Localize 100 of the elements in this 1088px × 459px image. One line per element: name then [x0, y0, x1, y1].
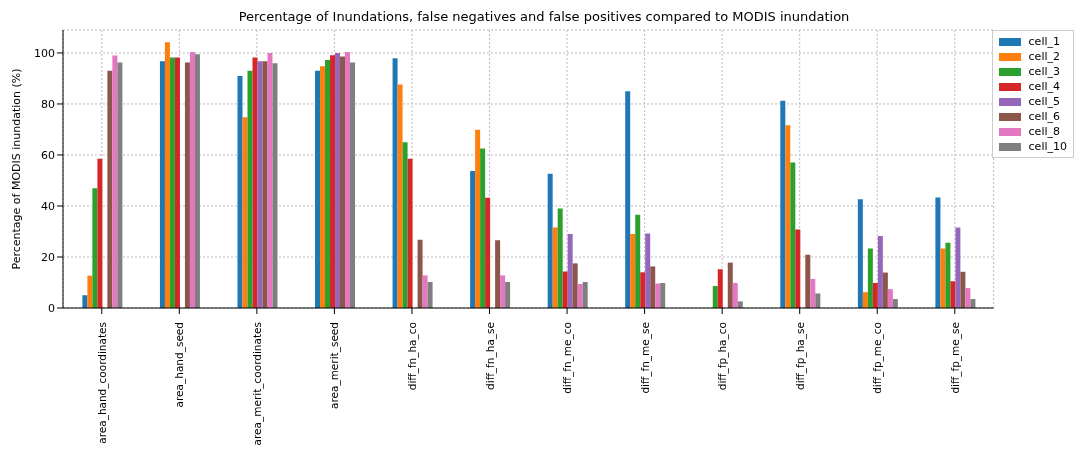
bar	[640, 272, 646, 308]
bar	[815, 293, 821, 308]
bar	[417, 239, 423, 308]
bar	[727, 262, 733, 308]
bar	[242, 117, 248, 308]
bar	[552, 227, 558, 308]
bar	[112, 55, 118, 308]
bar	[965, 288, 971, 308]
bar	[567, 234, 573, 308]
legend-label: cell_1	[1028, 35, 1060, 48]
bar	[117, 62, 123, 308]
legend-label: cell_2	[1028, 50, 1060, 63]
legend-label: cell_8	[1028, 125, 1060, 138]
bar	[712, 286, 718, 308]
x-tick-label: diff_fn_ha_se	[483, 322, 497, 390]
bar	[262, 61, 268, 308]
bar	[320, 66, 326, 308]
bar	[237, 75, 243, 308]
bar	[475, 129, 481, 308]
bar	[955, 227, 961, 308]
bar	[577, 284, 583, 308]
bar	[345, 51, 351, 308]
bar	[272, 63, 278, 308]
bar	[960, 271, 966, 308]
y-tick-label: 40	[41, 199, 55, 213]
x-tick-label: diff_fp_ha_co	[716, 322, 730, 391]
bar	[732, 283, 738, 308]
bar	[650, 266, 656, 308]
y-tick-label: 100	[34, 46, 55, 60]
bar	[169, 57, 175, 308]
bar	[572, 263, 578, 308]
bar	[189, 51, 195, 308]
bar	[159, 61, 165, 308]
bar	[582, 281, 588, 308]
x-tick-label: diff_fp_ha_se	[793, 322, 807, 390]
bar	[625, 91, 631, 308]
bar	[790, 162, 796, 308]
legend-label: cell_6	[1028, 110, 1060, 123]
bar	[257, 61, 263, 308]
bar	[470, 171, 476, 308]
bar	[547, 173, 553, 308]
bar	[635, 214, 641, 308]
bar	[164, 42, 170, 308]
bar	[392, 58, 398, 308]
bar	[330, 55, 336, 308]
bar	[325, 60, 331, 308]
legend-label: cell_10	[1028, 140, 1067, 153]
bar	[505, 281, 511, 308]
bar	[485, 197, 491, 308]
x-tick-label: diff_fp_me_se	[948, 322, 962, 394]
x-tick-label: area_merit_seed	[328, 322, 342, 410]
bar	[247, 70, 253, 308]
bar	[495, 240, 501, 308]
bar	[780, 100, 786, 308]
x-tick-label: area_hand_coordinates	[95, 322, 109, 444]
bar	[945, 242, 951, 308]
bar	[350, 62, 356, 308]
bar	[795, 229, 801, 308]
bar	[397, 84, 403, 308]
bar	[867, 248, 873, 308]
bar	[785, 125, 791, 308]
x-tick-label: diff_fp_me_co	[871, 322, 885, 394]
bar	[407, 158, 413, 308]
bar	[480, 148, 486, 308]
bar	[427, 281, 433, 308]
legend-label: cell_4	[1028, 80, 1060, 93]
y-tick-label: 80	[41, 97, 55, 111]
y-axis-title: Percentage of MODIS inundation (%)	[9, 68, 23, 270]
bar	[940, 248, 946, 308]
y-tick-label: 60	[41, 148, 55, 162]
bar	[315, 70, 321, 308]
bar	[107, 70, 113, 308]
bar	[717, 269, 723, 308]
bar	[252, 57, 258, 308]
legend-label: cell_5	[1028, 95, 1060, 108]
bar	[660, 283, 666, 308]
bar	[174, 57, 180, 308]
y-tick-label: 20	[41, 250, 55, 264]
bar	[267, 52, 273, 308]
bar	[872, 283, 878, 308]
x-tick-label: area_merit_coordinates	[250, 322, 264, 446]
bar	[500, 275, 506, 308]
bar	[882, 272, 888, 308]
bar	[82, 295, 88, 308]
bar	[184, 62, 190, 308]
bar	[857, 199, 863, 308]
bar	[340, 56, 346, 308]
bar	[97, 158, 103, 308]
y-tick-label: 0	[48, 301, 55, 315]
bar	[950, 281, 956, 308]
bar	[877, 236, 883, 308]
bar	[92, 188, 98, 308]
bar	[194, 54, 200, 308]
bar	[737, 301, 743, 308]
x-tick-label: diff_fn_me_se	[638, 322, 652, 394]
bar	[422, 275, 428, 308]
chart-title: Percentage of Inundations, false negatives and false positives compared to MODIS inundation	[237, 8, 851, 26]
bar	[557, 208, 563, 308]
legend-label: cell_3	[1028, 65, 1060, 78]
x-tick-label: area_hand_seed	[173, 322, 187, 408]
